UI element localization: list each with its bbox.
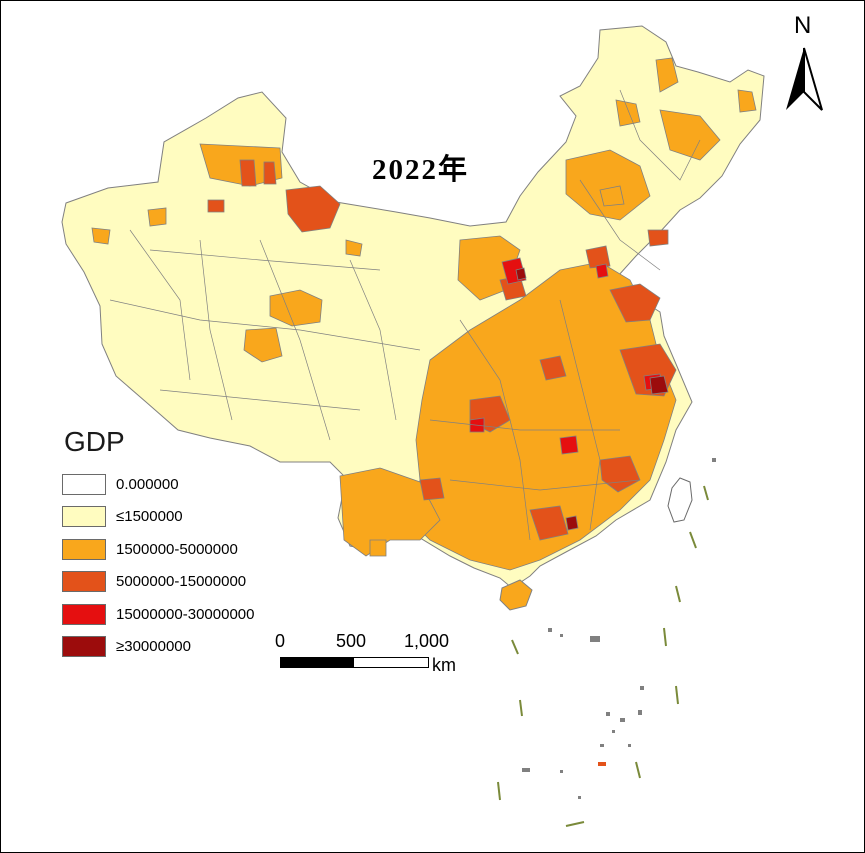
scale-tick-label: 500 <box>336 631 367 651</box>
scale-unit: km <box>432 655 456 675</box>
taiwan-island <box>667 477 693 523</box>
map-title: 2022年 <box>372 154 470 186</box>
north-arrow-icon <box>786 47 823 111</box>
legend-label: 5000000-15000000 <box>116 573 247 591</box>
legend-swatch <box>62 571 106 593</box>
legend-item: 5000000-15000000 <box>62 566 254 599</box>
legend-item: 1500000-5000000 <box>62 533 254 566</box>
legend-label: 0.000000 <box>116 475 179 493</box>
county-boundaries <box>109 89 701 541</box>
legend-item: ≤1500000 <box>62 501 254 534</box>
legend-swatch <box>62 506 106 528</box>
legend-label: ≥30000000 <box>116 638 191 656</box>
legend-title: GDP <box>64 426 125 457</box>
sea-islands <box>522 458 716 799</box>
scale-bar-graphic <box>280 657 429 668</box>
legend: GDP 0.000000 ≤1500000 1500000-5000000 50… <box>62 426 254 663</box>
dash-line <box>497 485 709 827</box>
north-label: N <box>794 12 812 39</box>
legend-item: 15000000-30000000 <box>62 598 254 631</box>
scale-bar: 0 500 1,000 km <box>270 631 470 676</box>
legend-swatch <box>62 603 106 625</box>
legend-swatch <box>62 473 106 495</box>
legend-label: 1500000-5000000 <box>116 540 238 558</box>
legend-item: 0.000000 <box>62 468 254 501</box>
gdp-regions-high <box>207 159 677 541</box>
legend-swatch <box>62 636 106 658</box>
gdp-regions-top <box>515 267 669 531</box>
legend-item: ≥30000000 <box>62 631 254 664</box>
scale-tick-label: 1,000 <box>404 631 450 651</box>
scale-tick-label: 0 <box>275 631 286 651</box>
legend-label: ≤1500000 <box>116 508 183 526</box>
legend-label: 15000000-30000000 <box>116 605 255 623</box>
hainan-island <box>499 579 533 611</box>
legend-swatch <box>62 538 106 560</box>
